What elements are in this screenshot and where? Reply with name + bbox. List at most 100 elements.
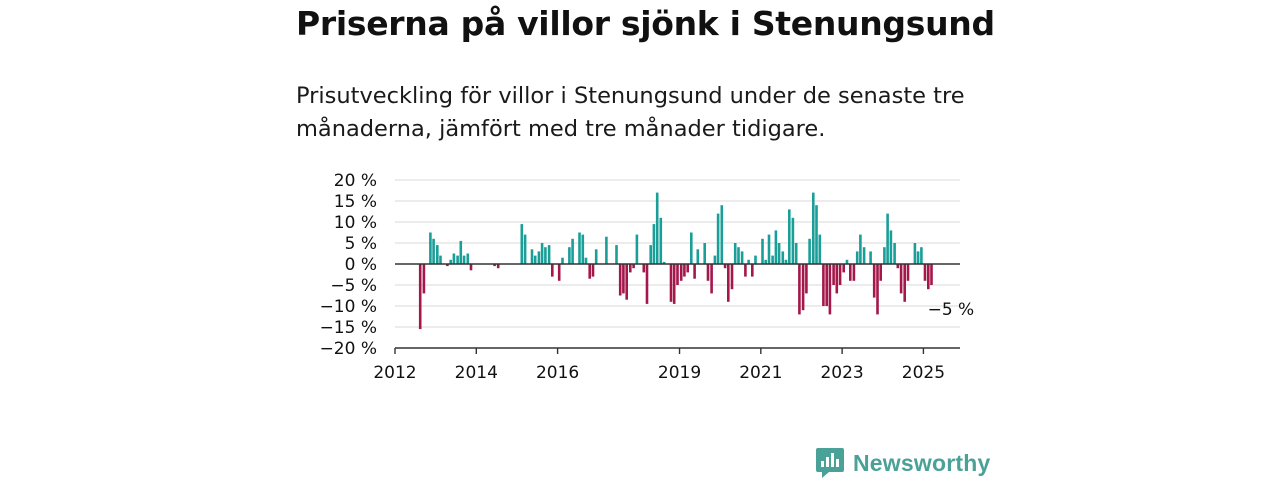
bar <box>706 264 710 281</box>
bar <box>832 264 835 285</box>
bar <box>452 253 456 264</box>
y-tick-label: 15 % <box>334 192 377 212</box>
bar <box>544 247 547 264</box>
bar <box>618 264 622 296</box>
bar <box>720 205 724 264</box>
brand-logo[interactable]: Newsworthy <box>815 446 990 480</box>
bar <box>581 234 585 264</box>
bar <box>679 264 683 281</box>
bar <box>869 251 872 264</box>
bar <box>798 264 801 315</box>
bar <box>432 238 435 264</box>
bar <box>930 264 933 285</box>
bar <box>642 264 646 273</box>
bar <box>449 259 452 264</box>
brand-name: Newsworthy <box>853 449 991 476</box>
bar <box>791 217 795 264</box>
bar <box>710 264 713 294</box>
bar <box>767 234 771 264</box>
bar <box>686 264 689 273</box>
price-change-chart: 20 %15 %10 %5 %0 %−5 %−10 %−15 %−20 % 20… <box>320 171 975 383</box>
bar <box>547 245 551 264</box>
bar <box>591 264 595 277</box>
bars <box>418 192 933 330</box>
bar <box>629 264 632 273</box>
bar <box>812 192 815 264</box>
bar <box>652 224 656 264</box>
bar <box>493 264 496 267</box>
bar <box>690 232 693 264</box>
bar <box>808 238 811 264</box>
bar <box>446 264 449 267</box>
bar <box>842 264 845 273</box>
bar <box>615 245 618 264</box>
bar <box>436 245 439 264</box>
bar <box>662 261 666 264</box>
bar <box>737 247 740 264</box>
bar <box>659 217 663 264</box>
bar <box>845 259 849 264</box>
y-tick-label: 10 % <box>334 213 377 233</box>
bar <box>683 264 686 277</box>
bar <box>645 264 649 304</box>
bar <box>462 255 466 264</box>
bar <box>439 255 442 264</box>
newsworthy-logo-icon <box>816 448 844 478</box>
bar <box>523 234 527 264</box>
bar <box>469 264 473 271</box>
page-title: Priserna på villor sjönk i Stenungsund <box>296 4 995 43</box>
bar <box>828 264 832 315</box>
bar <box>733 243 737 264</box>
bar <box>588 264 591 279</box>
bar <box>927 264 930 290</box>
bar <box>459 240 463 264</box>
x-tick-label: 2012 <box>373 363 416 383</box>
bar <box>625 264 628 300</box>
bar <box>754 255 757 264</box>
bar <box>903 264 906 302</box>
latest-value-annotation: −5 % <box>928 300 975 320</box>
bar <box>852 264 856 281</box>
bar <box>568 247 571 264</box>
y-tick-label: −5 % <box>330 276 377 296</box>
y-tick-label: 0 % <box>345 255 377 275</box>
bar <box>899 264 903 294</box>
bar <box>883 247 886 264</box>
bar <box>896 264 900 269</box>
bar <box>784 259 788 264</box>
bar <box>540 243 544 264</box>
bar <box>916 251 920 264</box>
bar <box>740 251 744 264</box>
bar <box>584 257 588 264</box>
bar <box>862 247 866 264</box>
bar <box>716 213 720 264</box>
y-tick-label: 20 % <box>334 171 377 191</box>
bar <box>693 264 696 279</box>
y-tick-label: 5 % <box>345 234 377 254</box>
y-axis-ticks: 20 %15 %10 %5 %0 %−5 %−10 %−15 %−20 % <box>320 171 377 359</box>
bar <box>551 264 554 277</box>
bar <box>594 249 598 264</box>
bar <box>879 264 882 281</box>
bar <box>815 205 818 264</box>
bar <box>632 264 635 269</box>
bar <box>822 264 825 306</box>
y-tick-label: −15 % <box>320 318 377 338</box>
bar <box>520 224 524 264</box>
bar <box>649 245 652 264</box>
bar <box>622 264 625 294</box>
bar <box>818 234 822 264</box>
bar <box>561 257 564 264</box>
bar <box>835 264 839 294</box>
bar <box>771 255 774 264</box>
bar <box>801 264 805 311</box>
bar <box>764 259 767 264</box>
bar <box>920 247 923 264</box>
bar <box>730 264 734 290</box>
bar <box>889 230 893 264</box>
x-axis: 2012 2014 2016 2019 2021 2023 2025 <box>373 347 960 383</box>
bar <box>571 238 574 264</box>
bar <box>774 230 778 264</box>
y-tick-label: −10 % <box>320 297 377 317</box>
bar <box>781 251 785 264</box>
